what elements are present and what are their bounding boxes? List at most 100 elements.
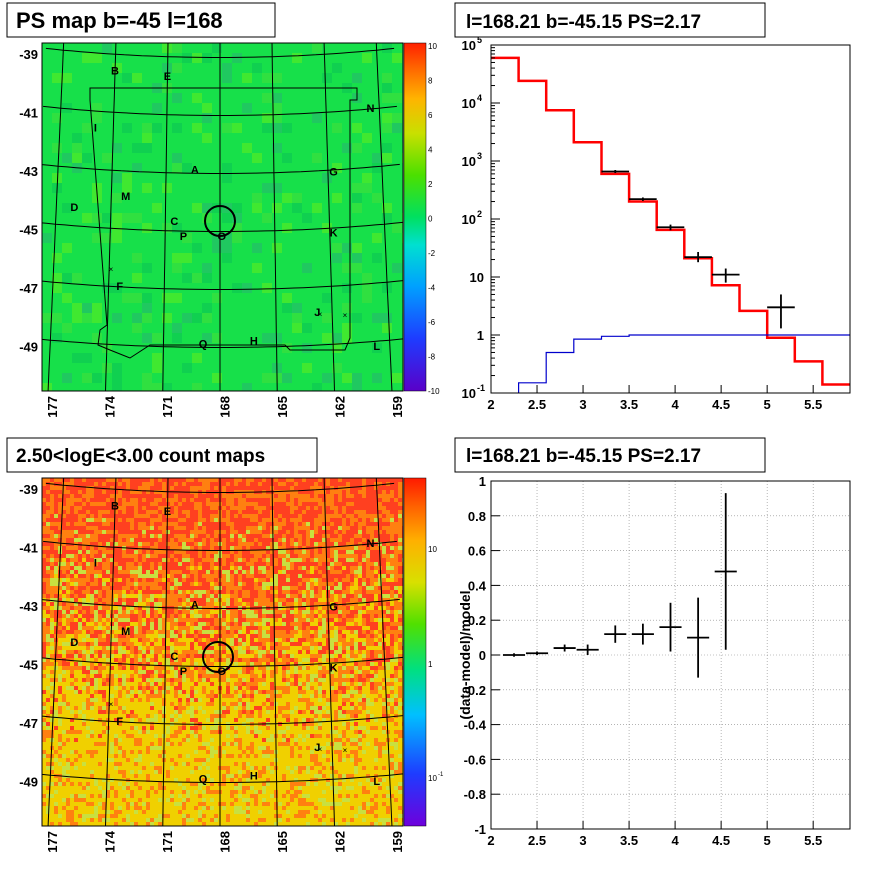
map-pixel: [270, 578, 274, 582]
map-pixel: [334, 662, 338, 666]
map-pixel: [370, 510, 374, 514]
map-pixel: [318, 614, 322, 618]
map-pixel: [306, 554, 310, 558]
map-pixel: [358, 498, 362, 502]
lon-line: [375, 43, 393, 391]
map-pixel: [286, 506, 290, 510]
map-pixel: [122, 610, 126, 614]
map-pixel: [50, 614, 54, 618]
map-pixel: [322, 570, 326, 574]
map-pixel: [234, 610, 238, 614]
map-pixel: [382, 558, 386, 562]
map-pixel: [210, 554, 214, 558]
map-pixel: [226, 566, 230, 570]
map-pixel: [138, 554, 142, 558]
map-pixel: [202, 634, 206, 638]
map-pixel: [250, 586, 254, 590]
map-pixel: [374, 598, 378, 602]
map-pixel: [206, 578, 210, 582]
map-pixel: [198, 506, 202, 510]
map-pixel: [382, 526, 386, 530]
map-pixel: [74, 646, 78, 650]
map-pixel: [202, 666, 206, 670]
map-pixel: [190, 494, 194, 498]
map-pixel: [210, 582, 214, 586]
map-pixel: [82, 558, 86, 562]
map-pixel: [114, 626, 118, 630]
map-pixel: [90, 590, 94, 594]
map-pixel: [222, 646, 226, 650]
map-pixel: [294, 510, 298, 514]
map-pixel: [230, 578, 234, 582]
map-pixel: [382, 83, 392, 93]
map-pixel: [290, 494, 294, 498]
map-pixel: [94, 574, 98, 578]
map-pixel: [222, 662, 226, 666]
map-pixel: [94, 678, 98, 682]
map-pixel: [282, 494, 286, 498]
map-pixel: [130, 562, 134, 566]
map-pixel: [234, 666, 238, 670]
map-pixel: [210, 562, 214, 566]
map-pixel: [62, 626, 66, 630]
map-pixel: [150, 678, 154, 682]
map-pixel: [210, 650, 214, 654]
map-pixel: [314, 558, 318, 562]
map-pixel: [258, 574, 262, 578]
map-pixel: [190, 506, 194, 510]
map-pixel: [122, 550, 126, 554]
map-pixel: [332, 243, 342, 253]
map-pixel: [246, 650, 250, 654]
map-pixel: [258, 550, 262, 554]
map-pixel: [62, 323, 72, 333]
map-pixel: [78, 674, 82, 678]
map-pixel: [146, 590, 150, 594]
map-pixel: [330, 490, 334, 494]
map-pixel: [142, 598, 146, 602]
map-pixel: [190, 518, 194, 522]
map-pixel: [354, 566, 358, 570]
map-pixel: [306, 606, 310, 610]
map-pixel: [206, 486, 210, 490]
map-pixel: [246, 522, 250, 526]
map-pixel: [182, 538, 186, 542]
map-pixel: [306, 602, 310, 606]
map-pixel: [118, 670, 122, 674]
map-pixel: [222, 518, 226, 522]
map-pixel: [366, 550, 370, 554]
map-pixel: [386, 590, 390, 594]
map-pixel: [382, 582, 386, 586]
map-pixel: [390, 586, 394, 590]
map-pixel: [350, 614, 354, 618]
map-pixel: [138, 594, 142, 598]
map-pixel: [254, 566, 258, 570]
map-pixel: [66, 590, 70, 594]
map-pixel: [338, 622, 342, 626]
map-pixel: [242, 103, 252, 113]
map-pixel: [192, 273, 202, 283]
map-pixel: [374, 602, 378, 606]
map-pixel: [386, 542, 390, 546]
map-pixel: [234, 534, 238, 538]
map-pixel: [90, 570, 94, 574]
map-pixel: [50, 646, 54, 650]
map-pixel: [246, 598, 250, 602]
map-pixel: [274, 646, 278, 650]
map-pixel: [294, 582, 298, 586]
map-pixel: [174, 598, 178, 602]
map-pixel: [272, 183, 282, 193]
map-pixel: [374, 650, 378, 654]
map-pixel: [226, 558, 230, 562]
map-pixel: [346, 538, 350, 542]
map-pixel: [122, 538, 126, 542]
map-pixel: [206, 634, 210, 638]
map-pixel: [118, 570, 122, 574]
map-pixel: [246, 498, 250, 502]
map-pixel: [366, 614, 370, 618]
map-pixel: [190, 486, 194, 490]
map-pixel: [274, 654, 278, 658]
map-pixel: [346, 478, 350, 482]
map-pixel: [298, 606, 302, 610]
map-pixel: [90, 630, 94, 634]
map-pixel: [330, 606, 334, 610]
